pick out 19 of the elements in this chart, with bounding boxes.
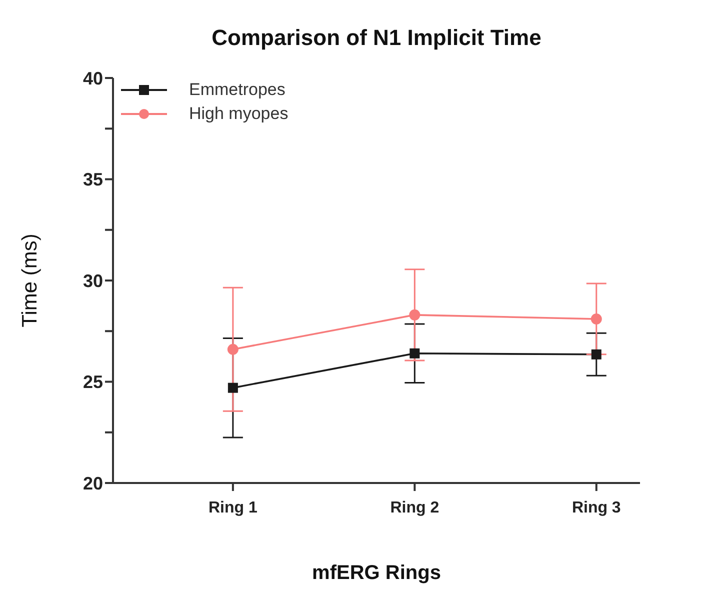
point (227, 344, 238, 355)
x-tick-label: Ring 1 (208, 499, 258, 516)
legend-label: Emmetropes (189, 80, 286, 100)
y-tick-label: 30 (82, 270, 103, 291)
point (590, 313, 602, 324)
y-axis-title: Time (ms) (18, 234, 42, 328)
x-tick-label: Ring 2 (390, 499, 440, 516)
point (228, 382, 238, 393)
x-axis-title: mfERG Rings (312, 562, 441, 584)
x-tick-label: Ring 3 (572, 499, 621, 516)
point (409, 309, 420, 320)
legend-label: High myopes (189, 104, 288, 124)
y-tick-label: 40 (82, 68, 103, 88)
chart-title: Comparison of N1 Implicit Time (212, 25, 542, 50)
point (410, 348, 420, 358)
y-tick-label: 35 (82, 170, 103, 190)
y-tick-label: 25 (82, 372, 103, 392)
point (591, 349, 602, 360)
y-tick-label: 20 (82, 473, 103, 494)
